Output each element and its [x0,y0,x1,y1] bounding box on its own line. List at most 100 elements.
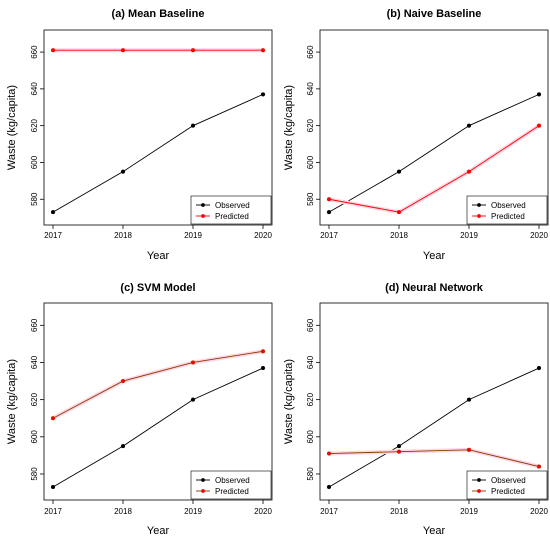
data-point-predicted [260,48,266,53]
data-point-predicted [536,464,542,469]
y-tick-label: 600 [30,155,39,169]
legend-swatch-marker [477,489,481,493]
y-tick-label: 600 [30,430,39,444]
x-tick-label: 2020 [530,231,548,240]
data-point-predicted [50,48,56,53]
data-point-observed [120,444,126,449]
x-axis-label: Year [147,525,170,537]
x-tick-label: 2020 [254,507,272,516]
legend-box [466,195,548,225]
y-tick-label: 640 [306,355,315,369]
x-tick-label: 2018 [390,507,408,516]
x-tick-label: 2019 [184,507,202,516]
series-line-observed [328,93,540,213]
data-point-observed [536,92,542,97]
data-point-observed [120,169,126,174]
legend-box [466,470,548,500]
series-halo [52,349,264,420]
plot-frame [319,29,549,226]
y-axis-label: Waste (kg/capita) [6,359,18,444]
x-tick-label: 2018 [390,231,408,240]
y-tick-label: 620 [30,118,39,132]
legend-label-predicted: Predicted [491,487,525,496]
y-tick-label: 640 [306,82,315,96]
legend-swatch-marker [477,214,481,218]
legend-label-predicted: Predicted [215,212,249,221]
legend: Observed Predicted [190,470,272,500]
plot-frame [43,302,273,501]
data-point-predicted [466,447,472,452]
y-tick-label: 660 [306,45,315,59]
chart-panel-4: (d) Neural Network 580 600 620 640 660 2017 201… [283,282,548,537]
data-point-observed [396,444,402,449]
chart-panel-2: (b) Naive Baseline 580 600 620 640 660 2017 201… [283,8,548,262]
data-point-predicted [536,123,542,128]
y-tick-label: 660 [306,318,315,332]
y-tick-label: 600 [306,155,315,169]
y-tick-label: 580 [306,192,315,206]
y-tick-label: 580 [306,467,315,481]
x-tick-label: 2017 [320,507,338,516]
legend-box [190,195,272,225]
y-tick-label: 620 [306,118,315,132]
y-tick-label: 580 [30,467,39,481]
series-line-predicted [328,125,540,213]
data-point-predicted [120,378,126,384]
y-tick-label: 640 [30,82,39,96]
legend-swatch-marker [201,489,205,493]
data-point-predicted [326,451,332,456]
data-point-observed [50,484,56,490]
data-point-predicted [396,210,402,215]
data-point-observed [50,210,56,215]
data-point-predicted [190,48,196,53]
legend-label-observed: Observed [215,476,250,485]
chart-title: (d) Neural Network [385,282,484,294]
y-tick-label: 600 [306,430,315,444]
series-line-observed [52,93,264,213]
data-point-observed [396,169,402,174]
chart-panel-1: (a) Mean Baseline 580 600 620 640 660 2017 2018… [6,8,272,262]
legend-label-predicted: Predicted [491,212,525,221]
legend-swatch-marker [201,203,205,207]
data-point-predicted [326,197,332,202]
y-tick-label: 640 [30,355,39,369]
data-point-predicted [120,48,126,53]
chart-title: (b) Naive Baseline [387,8,482,20]
y-axis-label: Waste (kg/capita) [283,85,295,170]
x-axis-label: Year [423,525,446,537]
data-point-observed [466,397,472,402]
legend-label-predicted: Predicted [215,487,249,496]
data-point-predicted [260,349,266,354]
y-axis-label: Waste (kg/capita) [6,85,18,170]
data-point-observed [536,365,542,371]
x-tick-label: 2017 [44,231,62,240]
data-point-predicted [396,449,402,454]
y-axis-label: Waste (kg/capita) [283,359,295,444]
data-point-observed [190,397,196,402]
legend-swatch-marker [477,478,481,482]
x-tick-label: 2020 [254,231,272,240]
chart-panel-3: (c) SVM Model 580 600 620 640 660 2017 2018 2019… [6,282,272,537]
plot-frame [43,29,273,226]
legend: Observed Predicted [466,470,548,500]
legend-swatch-marker [201,478,205,482]
x-tick-label: 2020 [530,507,548,516]
data-point-observed [466,123,472,128]
y-tick-label: 660 [30,318,39,332]
plot-frame [319,302,549,501]
x-axis-label: Year [423,250,446,262]
data-point-observed [326,484,332,490]
x-tick-label: 2018 [114,507,132,516]
y-tick-label: 620 [30,392,39,406]
legend-box [190,470,272,500]
x-tick-label: 2017 [44,507,62,516]
x-tick-label: 2018 [114,231,132,240]
legend-swatch-marker [477,203,481,207]
series-line-predicted [52,350,264,419]
series-line-observed [328,367,540,488]
legend: Observed Predicted [466,195,548,225]
x-tick-label: 2019 [460,231,478,240]
x-axis-label: Year [147,250,170,262]
legend-label-observed: Observed [491,476,526,485]
